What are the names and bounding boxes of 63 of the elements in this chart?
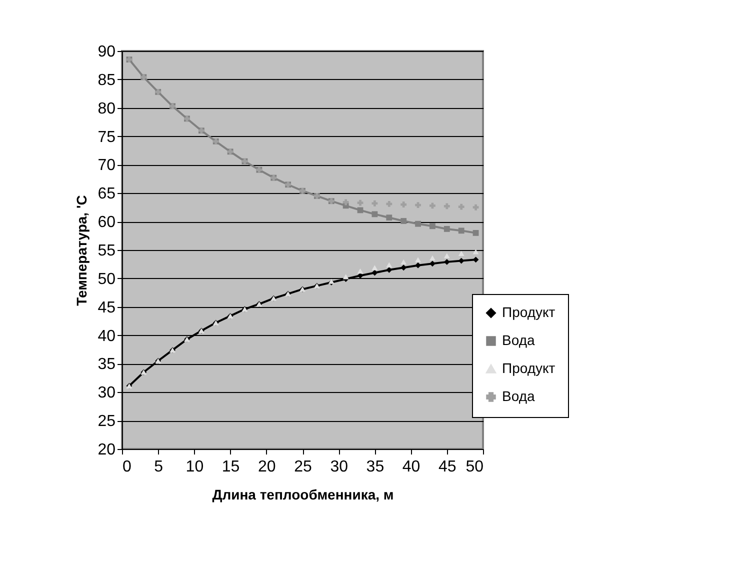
y-tick-label: 20: [98, 442, 116, 458]
point: [430, 202, 436, 209]
point: [430, 223, 436, 230]
x-tick-label: 10: [186, 458, 204, 476]
point: [444, 203, 450, 210]
point: [430, 255, 436, 261]
x-tick-label: 40: [402, 458, 420, 476]
point: [400, 202, 407, 208]
point: [386, 262, 392, 268]
point: [372, 265, 378, 270]
x-tick-label: 30: [330, 458, 348, 476]
x-axis-title: Длина теплообменника, м: [212, 486, 394, 502]
x-tick-label: 35: [366, 458, 384, 476]
point: [415, 202, 421, 208]
point: [357, 200, 364, 206]
y-tick-label: 65: [98, 186, 116, 203]
y-tick-label: 25: [98, 413, 116, 430]
x-tick-label: 5: [154, 458, 164, 476]
y-tick-label: 30: [98, 384, 116, 402]
point: [472, 230, 479, 236]
point: [415, 220, 421, 227]
point: [400, 259, 407, 264]
y-tick-label: 40: [98, 328, 116, 345]
point: [444, 253, 450, 258]
x-tick-label: 0: [122, 458, 132, 476]
y-axis-title: Температура, 'С: [74, 195, 90, 306]
x-tick-label: 20: [258, 458, 276, 476]
point: [430, 260, 436, 267]
point: [342, 199, 349, 206]
legend-label: Вода: [502, 332, 535, 348]
x-tick-label: 50: [466, 458, 484, 476]
y-tick-label: 55: [98, 242, 116, 260]
y-tick-label: 45: [98, 299, 116, 316]
y-tick-label: 85: [98, 72, 116, 89]
y-tick-label: 75: [98, 128, 116, 146]
point: [386, 214, 392, 221]
point: [342, 274, 349, 280]
x-tick-label: 25: [294, 458, 312, 476]
point: [458, 228, 464, 234]
point: [472, 204, 479, 210]
point: [400, 218, 407, 224]
point: [372, 211, 378, 218]
point: [357, 268, 364, 274]
point: [372, 270, 378, 276]
y-tick-label: 90: [98, 44, 116, 60]
legend-label: Вода: [502, 388, 535, 404]
y-tick-label: 80: [98, 100, 116, 118]
legend-label: Продукт: [502, 360, 556, 376]
point: [444, 226, 450, 232]
y-tick-label: 60: [98, 214, 116, 232]
point: [458, 250, 464, 256]
y-tick-label: 50: [98, 270, 116, 288]
point: [415, 262, 421, 268]
point: [357, 207, 364, 214]
legend-label: Продукт: [502, 304, 556, 320]
y-tick-label: 70: [98, 157, 116, 174]
x-tick-label: 45: [438, 458, 456, 476]
point: [386, 200, 392, 207]
point: [458, 204, 464, 210]
point: [372, 200, 378, 206]
x-tick-label: 15: [222, 458, 240, 476]
y-tick-label: 35: [98, 356, 116, 374]
point: [472, 249, 479, 254]
